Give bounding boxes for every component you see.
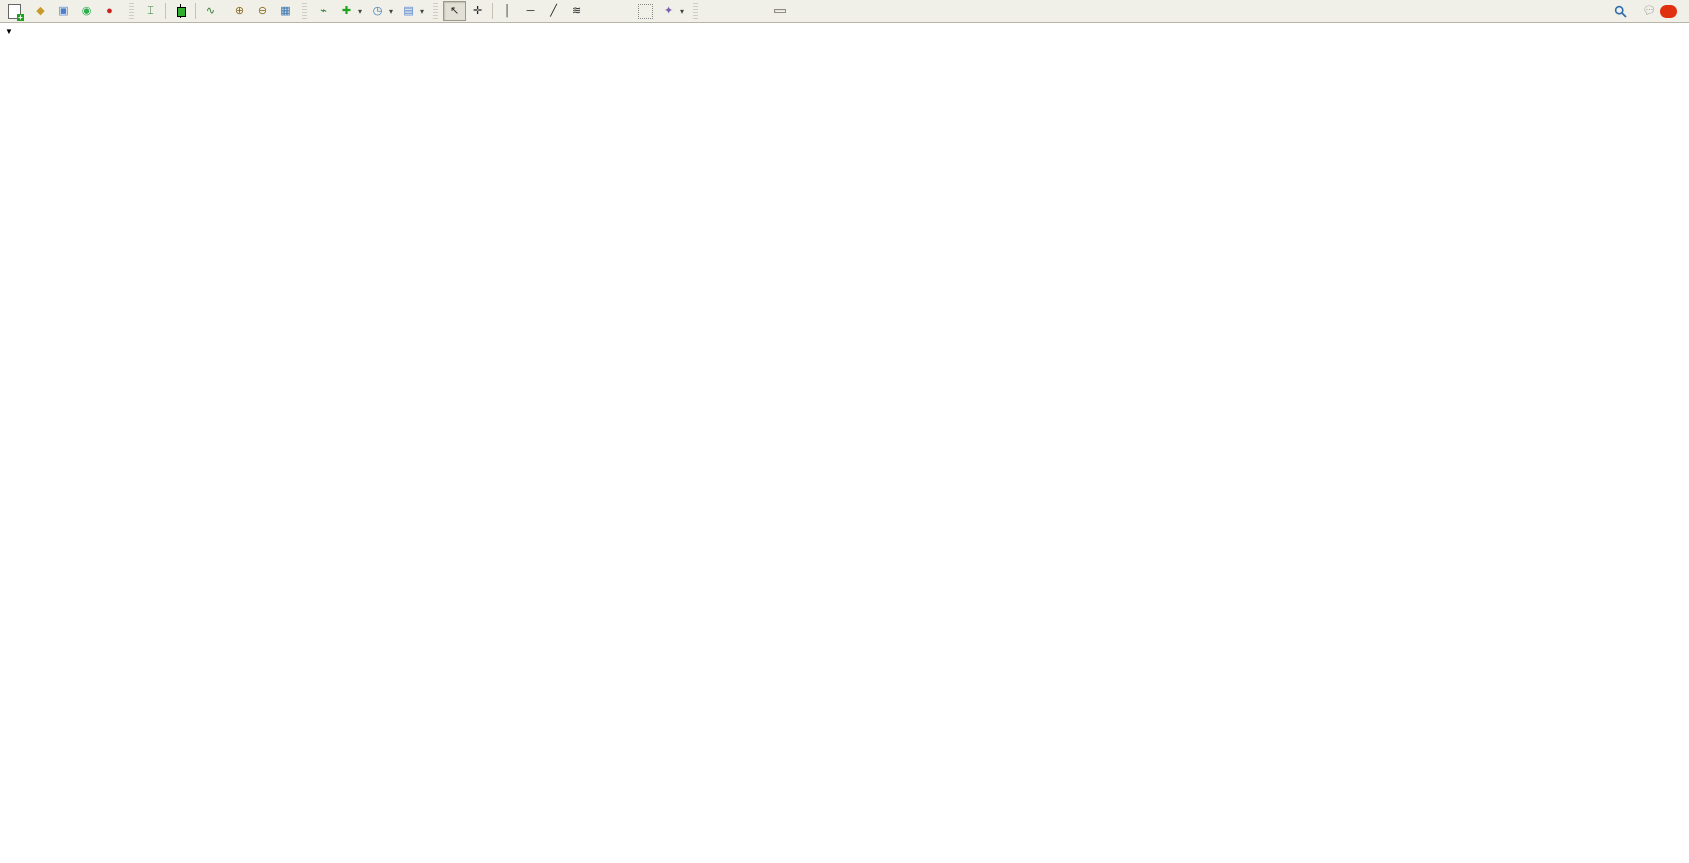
template-chart-icon: ▤ (403, 4, 414, 17)
timeframe-h4[interactable] (774, 9, 787, 13)
timeframe-toolbar (700, 1, 832, 21)
vline-tool-button[interactable]: │ (496, 1, 519, 21)
grid-tool-button[interactable] (588, 1, 611, 21)
fibonacci-tool-button[interactable]: ≋ (565, 1, 588, 21)
timeframe-m30[interactable] (746, 9, 758, 13)
indicators-button[interactable]: ⌁ (312, 1, 335, 21)
crosshair-tool-button[interactable]: ✛ (466, 1, 489, 21)
line-chart-button[interactable]: ∿ (199, 1, 222, 21)
shapes-icon: ✦ (663, 4, 674, 17)
clock-icon: ◷ (372, 4, 383, 17)
cursor-tool-button[interactable]: ↖ (443, 1, 467, 21)
timeframe-m5[interactable] (718, 9, 730, 13)
crosshair-icon: ✛ (472, 4, 483, 17)
auto-trading-icon: ● (106, 4, 113, 17)
shapes-tool-button[interactable]: ✦ ▾ (657, 1, 688, 21)
templates-button[interactable]: ▤ ▾ (397, 1, 428, 21)
collapse-triangle-icon[interactable]: ▼ (5, 27, 13, 36)
toolbar-grip[interactable] (433, 3, 439, 19)
zoom-out-icon: ⊖ (257, 4, 268, 17)
trendline-icon: ╱ (550, 4, 557, 17)
timeframe-m1[interactable] (704, 9, 716, 13)
timeframe-h1[interactable] (760, 9, 772, 13)
top-toolbar: + ◆ ▣ ◉ ● ⌶ ∿ ⊕ ⊖ ▦ ⌁ (0, 0, 1689, 23)
toolbar-grip[interactable] (302, 3, 307, 19)
candlestick-icon (173, 4, 188, 19)
zoom-in-icon: ⊕ (234, 4, 245, 17)
timeframe-mn[interactable] (816, 9, 828, 13)
grid-icon (592, 4, 607, 19)
horizontal-line-icon: ─ (526, 4, 535, 17)
publish-button[interactable]: ◆ (29, 1, 52, 21)
new-order-button[interactable]: + (3, 1, 29, 21)
text-icon (615, 4, 630, 19)
text-label-icon (638, 3, 654, 19)
terminal-button[interactable]: ▣ (52, 1, 75, 21)
fibonacci-icon: ≋ (571, 4, 582, 17)
profiles-button[interactable]: ◷ ▾ (366, 1, 397, 21)
chart-header: ▼ (5, 27, 25, 36)
terminal-icon: ▣ (58, 4, 69, 17)
zoom-out-button[interactable]: ⊖ (251, 1, 274, 21)
timeframe-w1[interactable] (802, 9, 814, 13)
trendline-tool-button[interactable]: ╱ (542, 1, 565, 21)
cursor-icon: ↖ (449, 4, 460, 17)
line-chart-icon: ∿ (205, 4, 216, 17)
chart-window[interactable]: ▼ (0, 23, 1689, 863)
bar-chart-button[interactable]: ⌶ (139, 1, 162, 21)
tile-windows-icon: ▦ (280, 4, 291, 17)
search-button[interactable] (1609, 1, 1632, 21)
zoom-in-button[interactable]: ⊕ (228, 1, 251, 21)
new-order-icon: + (7, 3, 24, 21)
signals-icon: ◉ (81, 4, 92, 17)
search-icon (1613, 4, 1628, 19)
timeframe-m15[interactable] (732, 9, 744, 13)
toolbar-grip[interactable] (129, 3, 134, 19)
chat-bubble-icon: 💬︎ (1642, 4, 1657, 17)
candlestick-chart-button[interactable] (169, 1, 192, 21)
price-chart-canvas[interactable] (0, 23, 1689, 863)
timeframe-d1[interactable] (788, 9, 800, 13)
notifications-button[interactable]: 💬︎ (1638, 1, 1681, 21)
publish-icon: ◆ (36, 4, 45, 17)
notification-badge (1660, 4, 1677, 18)
hline-tool-button[interactable]: ─ (519, 1, 542, 21)
new-chart-button[interactable]: ✚ ▾ (335, 1, 366, 21)
toolbar-grip[interactable] (693, 3, 699, 19)
indicators-icon: ⌁ (320, 4, 327, 17)
vertical-line-icon: │ (504, 4, 511, 17)
auto-trading-button[interactable]: ● (98, 1, 124, 21)
signals-button[interactable]: ◉ (75, 1, 98, 21)
label-tool-button[interactable] (634, 1, 657, 21)
bar-chart-icon: ⌶ (147, 4, 154, 17)
text-tool-button[interactable] (611, 1, 634, 21)
tile-windows-button[interactable]: ▦ (274, 1, 297, 21)
new-chart-icon: ✚ (341, 4, 352, 17)
